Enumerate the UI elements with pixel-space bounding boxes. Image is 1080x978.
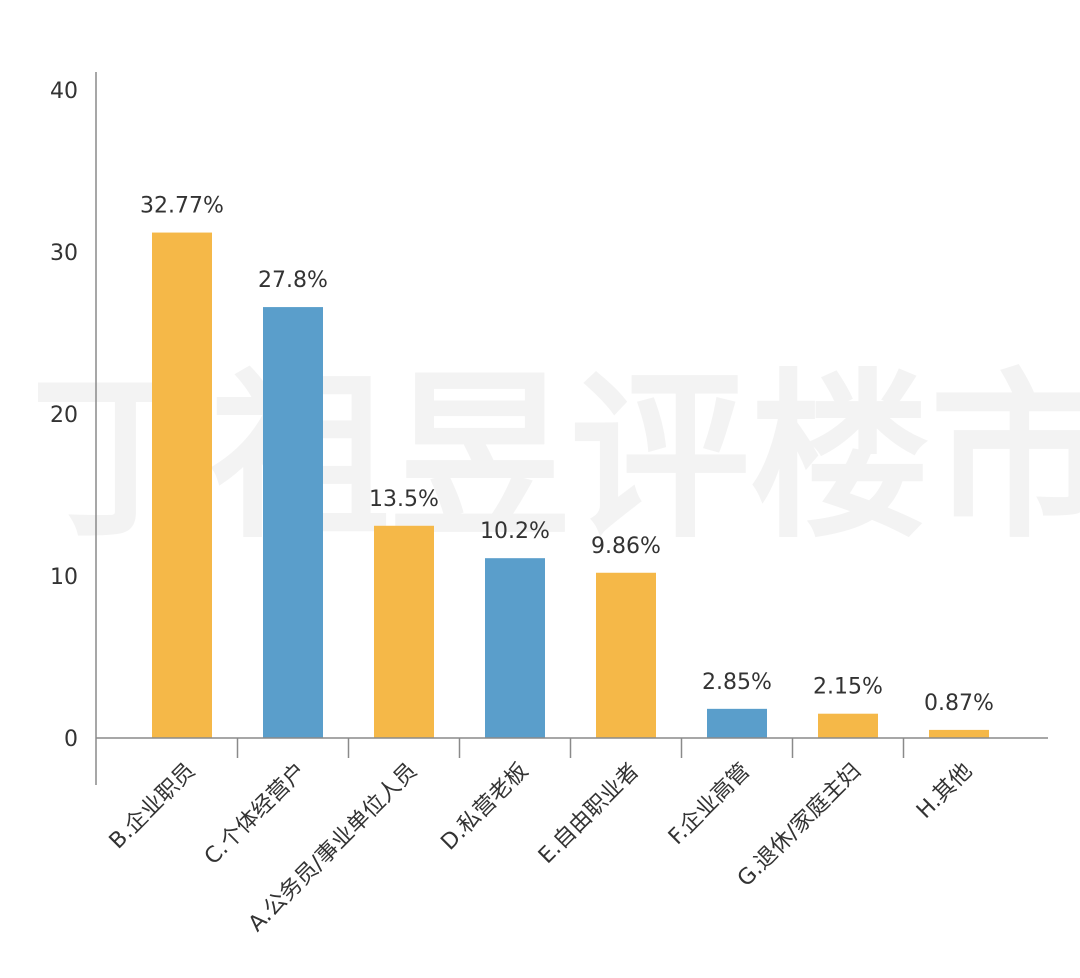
y-tick-label: 30 — [50, 241, 78, 266]
bar — [596, 572, 656, 738]
bar — [818, 713, 878, 738]
category-label: C.个体经营户 — [200, 759, 311, 870]
bar — [485, 558, 545, 738]
category-label: D.私营老板 — [436, 759, 533, 856]
bar — [707, 708, 767, 738]
y-axis-ticks: 0 10 20 30 40 — [50, 79, 78, 752]
bar-value-label: 13.5% — [369, 487, 439, 512]
bar — [374, 525, 434, 738]
bar-value-label: 2.15% — [813, 675, 883, 700]
y-tick-label: 40 — [50, 79, 78, 104]
bar-value-label: 32.77% — [140, 194, 224, 219]
category-label: E.自由职业者 — [534, 759, 644, 869]
data-labels: 32.77% 27.8% 13.5% 10.2% 9.86% 2.85% 2.15% 0.87… — [140, 194, 994, 716]
bar-value-label: 10.2% — [480, 519, 550, 544]
bar — [152, 232, 212, 738]
bar-value-label: 0.87% — [924, 691, 994, 716]
bars — [152, 232, 989, 738]
bar-value-label: 2.85% — [702, 670, 772, 695]
y-tick-label: 10 — [50, 565, 78, 590]
category-label: H.其他 — [912, 759, 977, 824]
axes — [95, 72, 1048, 785]
bar-value-label: 9.86% — [591, 534, 661, 559]
bar — [929, 729, 989, 738]
y-tick-label: 0 — [64, 727, 78, 752]
bar-value-label: 27.8% — [258, 268, 328, 293]
category-label: B.企业职员 — [105, 759, 201, 855]
category-label: F.企业高管 — [664, 759, 755, 850]
y-tick-label: 20 — [50, 403, 78, 428]
category-label: G.退休/家庭主妇 — [733, 759, 866, 892]
bar — [263, 307, 323, 738]
